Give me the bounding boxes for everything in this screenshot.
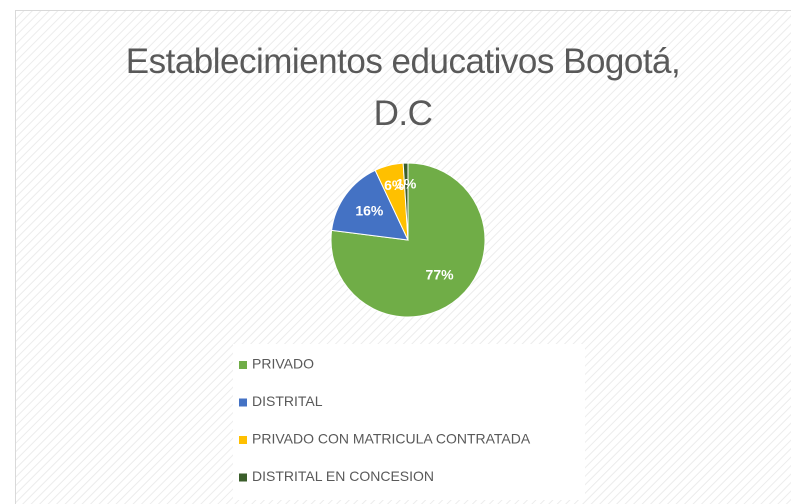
legend-label: DISTRITAL EN CONCESION [252, 468, 434, 484]
pie: 77% 16%6%1% [330, 162, 486, 318]
data-label: 6% [384, 177, 405, 193]
legend-label: PRIVADO CON MATRICULA CONTRATADA [252, 431, 531, 447]
legend-marker [239, 361, 247, 369]
legend-label: PRIVADO [252, 356, 314, 372]
legend-marker [239, 436, 247, 444]
legend-label: DISTRITAL [252, 393, 323, 409]
pie-slice [331, 169, 409, 241]
pie-slice [330, 162, 486, 318]
legend-marker [239, 398, 247, 407]
legend: PRIVADO DISTRITAL PRIVADO CON MATRICULA CO… [239, 356, 531, 484]
data-label: 77% [426, 267, 455, 283]
pie-slice [402, 162, 409, 241]
data-label: 1% [396, 175, 417, 191]
chart-title: Establecimientos educativos Bogotá, D.C [125, 42, 681, 133]
legend-box [233, 344, 585, 500]
legend-marker [239, 473, 247, 482]
data-label: 16% [355, 203, 384, 219]
